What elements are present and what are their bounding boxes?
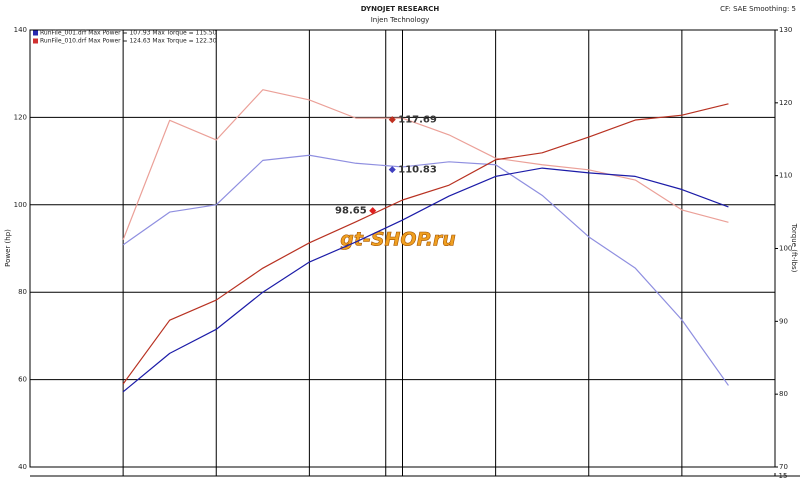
series-line xyxy=(122,167,729,393)
y2-tick-label: 120 xyxy=(779,99,792,107)
x-tick-label: 15 xyxy=(779,472,788,479)
annotation-label: 117.69 xyxy=(398,115,437,126)
y-tick-label: 40 xyxy=(18,463,27,471)
legend-label: RunFile_010.drf Max Power = 124.63 Max T… xyxy=(40,38,217,45)
series-line xyxy=(122,154,729,386)
y2-tick-label: 80 xyxy=(779,390,788,398)
corner-note: CF: SAE Smoothing: 5 xyxy=(720,5,796,13)
legend-label: RunFile_001.drf Max Power = 107.93 Max T… xyxy=(40,30,217,37)
y2-tick-label: 130 xyxy=(779,26,792,34)
y-axis-label: Power (hp) xyxy=(4,229,12,267)
y-tick-label: 60 xyxy=(18,376,27,384)
series-line xyxy=(122,103,729,385)
y-tick-label: 120 xyxy=(14,113,27,121)
y2-tick-label: 110 xyxy=(779,172,792,180)
legend-swatch xyxy=(33,30,38,36)
series-line xyxy=(122,89,729,240)
y-tick-label: 100 xyxy=(14,201,27,209)
y2-tick-label: 70 xyxy=(779,463,788,471)
annotation-marker xyxy=(369,207,377,215)
annotation-label: 110.83 xyxy=(398,165,437,176)
legend-swatch xyxy=(33,38,38,44)
y2-tick-label: 90 xyxy=(779,317,788,325)
annotation-label: 98.65 xyxy=(335,206,367,217)
annotation-marker xyxy=(388,166,396,174)
chart-subtitle: Injen Technology xyxy=(371,16,430,24)
y-tick-label: 140 xyxy=(14,26,27,34)
watermark: gt-SHOP.ru xyxy=(340,229,455,251)
y-tick-label: 80 xyxy=(18,288,27,296)
annotation-marker xyxy=(388,116,396,124)
chart-title: DYNOJET RESEARCH xyxy=(361,5,440,13)
y2-tick-label: 100 xyxy=(779,245,792,253)
y2-axis-label: Torque (ft-lbs) xyxy=(790,223,798,273)
